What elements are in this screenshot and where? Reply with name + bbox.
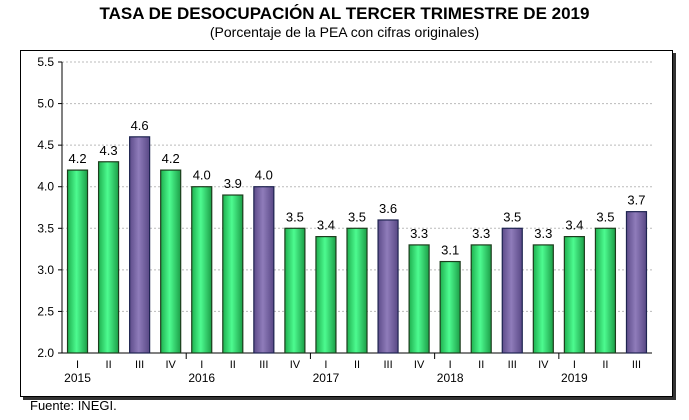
x-tick-label: III — [508, 359, 517, 371]
bar — [594, 227, 617, 354]
data-label: 3.5 — [286, 209, 304, 224]
x-tick-label: III — [259, 359, 268, 371]
chart-title: TASA DE DESOCUPACIÓN AL TERCER TRIMESTRE… — [99, 4, 590, 23]
y-tick-label: 4.5 — [37, 138, 54, 152]
bar — [160, 169, 182, 354]
x-tick-label: II — [354, 359, 360, 371]
bar — [501, 227, 523, 354]
data-label: 3.3 — [472, 226, 490, 241]
x-tick-label: I — [200, 359, 203, 371]
x-tick-label: III — [632, 359, 641, 371]
x-tick-label: II — [230, 359, 236, 371]
data-label: 4.3 — [100, 143, 118, 158]
data-label: 4.0 — [255, 168, 273, 183]
source-note: Fuente: INEGI. — [30, 398, 117, 413]
data-label: 3.5 — [348, 209, 366, 224]
data-label: 3.5 — [596, 209, 614, 224]
data-label: 3.5 — [503, 209, 521, 224]
x-tick-label: II — [478, 359, 484, 371]
data-label: 3.7 — [627, 193, 645, 208]
y-tick-label: 5.0 — [37, 97, 54, 111]
bar — [284, 227, 306, 354]
year-label: 2019 — [561, 371, 588, 385]
bar — [470, 244, 492, 354]
data-label: 3.4 — [565, 218, 583, 233]
data-label: 3.4 — [317, 218, 335, 233]
chart-subtitle: (Porcentaje de la PEA con cifras origina… — [209, 24, 480, 40]
x-tick-label: IV — [414, 359, 425, 371]
year-label: 2018 — [437, 371, 464, 385]
x-tick-label: IV — [538, 359, 549, 371]
y-tick-label: 3.5 — [37, 221, 54, 235]
year-label: 2017 — [313, 371, 340, 385]
year-label: 2016 — [188, 371, 215, 385]
x-tick-label: III — [135, 359, 144, 371]
bar — [408, 244, 430, 354]
data-label: 4.2 — [68, 151, 86, 166]
bar — [66, 169, 89, 354]
bar — [129, 136, 151, 354]
bar — [222, 194, 244, 354]
y-tick-label: 2.0 — [37, 346, 54, 360]
data-label: 3.3 — [534, 226, 552, 241]
bar — [563, 236, 585, 354]
x-tick-label: I — [324, 359, 327, 371]
data-label: 4.6 — [131, 118, 149, 133]
bar — [532, 244, 554, 354]
x-tick-label: I — [76, 359, 79, 371]
x-tick-label: I — [449, 359, 452, 371]
y-tick-label: 4.0 — [37, 180, 54, 194]
data-label: 3.3 — [410, 226, 428, 241]
data-label: 4.2 — [162, 151, 180, 166]
x-tick-label: III — [383, 359, 392, 371]
bar — [439, 260, 461, 354]
y-tick-label: 3.0 — [37, 263, 54, 277]
y-tick-label: 2.5 — [37, 304, 54, 318]
bar — [191, 186, 213, 354]
bar — [315, 236, 337, 354]
x-tick-label: II — [106, 359, 112, 371]
year-label: 2015 — [64, 371, 91, 385]
data-label: 3.1 — [441, 243, 459, 258]
x-tick-label: I — [573, 359, 576, 371]
data-label: 4.0 — [193, 168, 211, 183]
x-tick-label: II — [602, 359, 608, 371]
bar — [253, 186, 275, 354]
bar — [346, 227, 368, 354]
x-tick-label: IV — [165, 359, 176, 371]
data-label: 3.9 — [224, 176, 242, 191]
bar — [377, 219, 399, 354]
y-tick-label: 5.5 — [37, 55, 54, 69]
bar — [97, 161, 120, 354]
bar — [625, 211, 648, 354]
x-tick-label: IV — [290, 359, 301, 371]
data-label: 3.6 — [379, 201, 397, 216]
